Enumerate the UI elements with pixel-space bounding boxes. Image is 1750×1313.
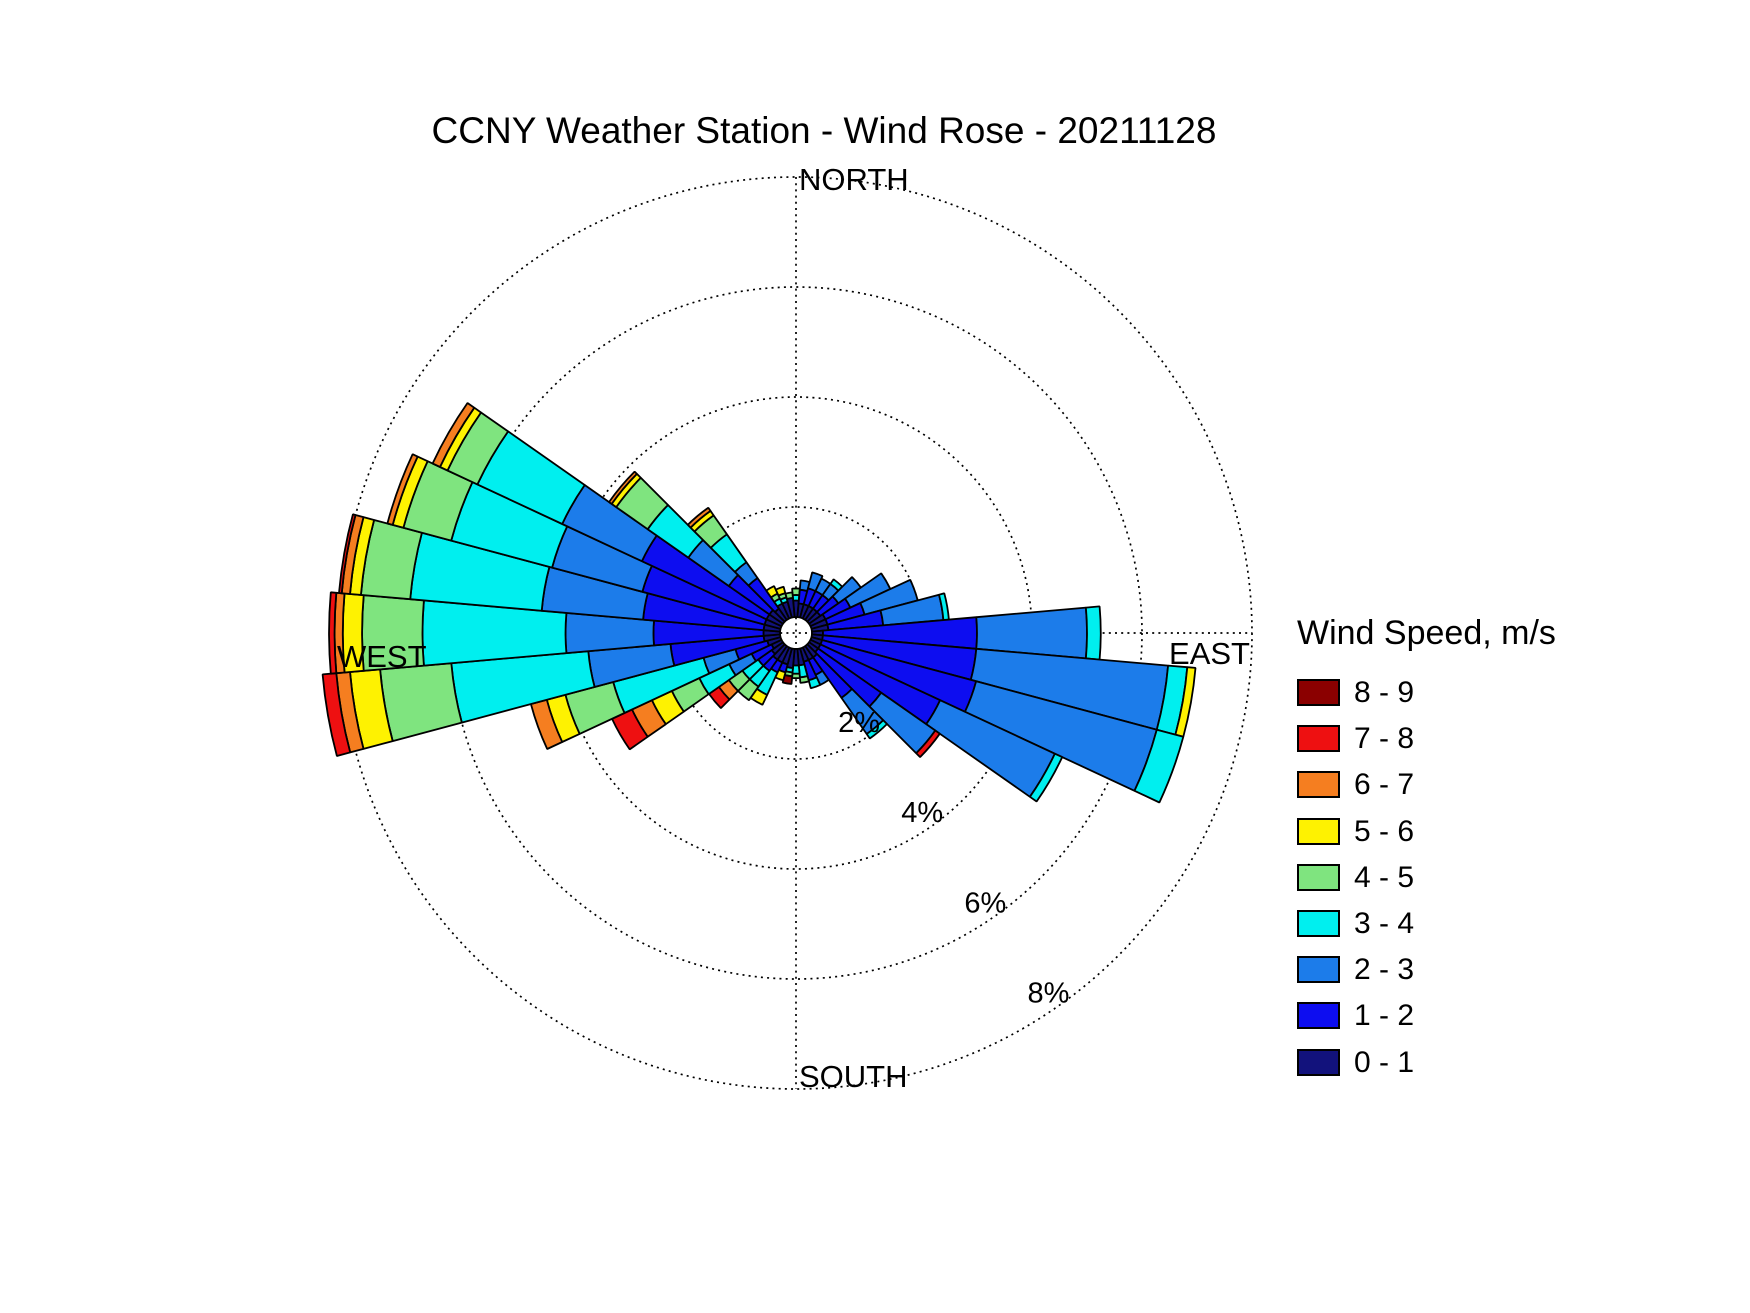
- rose-sector-180-4-5: [791, 672, 801, 680]
- legend-label-0-1: 0 - 1: [1354, 1045, 1415, 1079]
- legend-swatch-7-8: [1297, 725, 1340, 753]
- rose-sector-280-7-8: [338, 513, 357, 595]
- legend-item-3-4: 3 - 4: [1297, 906, 1556, 956]
- ring-label-4: 4%: [901, 797, 943, 829]
- legend-item-5-6: 5 - 6: [1297, 814, 1556, 864]
- legend-item-4-5: 4 - 5: [1297, 860, 1556, 910]
- axis-label-north: NORTH: [799, 162, 909, 197]
- legend-swatch-0-1: [1297, 1048, 1340, 1076]
- rose-sector-120-3-4: [1029, 752, 1064, 803]
- rose-sector-140-3-4: [865, 719, 888, 740]
- legend-label-8-9: 8 - 9: [1354, 676, 1415, 709]
- legend-label-2-3: 2 - 3: [1354, 953, 1415, 987]
- rose-sector-110-3-4: [1133, 728, 1185, 804]
- rose-petals: [321, 402, 1197, 804]
- axis-labels: NORTH EAST SOUTH WEST: [337, 162, 1250, 1094]
- ring-label-8: 8%: [1027, 977, 1069, 1009]
- legend-swatch-8-9: [1297, 679, 1340, 706]
- axis-label-east: EAST: [1169, 636, 1250, 671]
- legend-rows: 8 - 9 7 - 8 6 - 7 5 - 6 4 - 5 3 - 4 2 - 3 1 - 2…: [1297, 676, 1556, 1095]
- legend-item-8-9: 8 - 9: [1297, 676, 1556, 725]
- legend-swatch-3-4: [1297, 909, 1340, 937]
- ring-labels: 2% 4% 6% 8%: [838, 707, 1069, 1009]
- ring-label-2: 2%: [838, 707, 880, 739]
- legend-item-0-1: 0 - 1: [1297, 1045, 1556, 1095]
- legend-swatch-4-5: [1297, 863, 1340, 891]
- legend-label-6-7: 6 - 7: [1354, 768, 1415, 802]
- legend-swatch-5-6: [1297, 817, 1340, 845]
- rose-sector-170-4-5: [799, 675, 810, 684]
- legend-swatch-1-2: [1297, 1002, 1340, 1030]
- legend-item-2-3: 2 - 3: [1297, 953, 1556, 1002]
- legend-label-4-5: 4 - 5: [1354, 860, 1415, 894]
- rose-sector-130-7-8: [915, 729, 941, 758]
- legend-label-1-2: 1 - 2: [1354, 999, 1415, 1033]
- rose-sector-300-6-7: [431, 402, 476, 468]
- legend-title: Wind Speed, m/s: [1297, 614, 1556, 652]
- rose-sector-310-6-7: [608, 470, 638, 505]
- rose-sector-290-6-7: [386, 453, 419, 526]
- axis-label-south: SOUTH: [799, 1059, 908, 1094]
- ring-label-6: 6%: [964, 887, 1006, 919]
- legend: Wind Speed, m/s 8 - 9 7 - 8 6 - 7 5 - 6 4 - …: [1297, 614, 1556, 1095]
- rose-sector-90-3-4: [1085, 605, 1102, 661]
- legend-item-6-7: 6 - 7: [1297, 768, 1556, 817]
- legend-item-1-2: 1 - 2: [1297, 999, 1556, 1048]
- rose-sector-320-6-7: [687, 506, 712, 529]
- rose-sector-270-7-8: [328, 591, 338, 675]
- chart-title: CCNY Weather Station - Wind Rose - 20211…: [431, 110, 1217, 151]
- legend-item-7-8: 7 - 8: [1297, 722, 1556, 771]
- rose-sector-350-4-5: [784, 591, 794, 600]
- legend-swatch-6-7: [1297, 771, 1340, 799]
- legend-swatch-2-3: [1297, 956, 1340, 984]
- legend-label-3-4: 3 - 4: [1354, 906, 1415, 940]
- rose-sector-340-5-6: [774, 585, 787, 597]
- legend-label-5-6: 5 - 6: [1354, 814, 1415, 848]
- legend-label-7-8: 7 - 8: [1354, 722, 1415, 756]
- axis-label-west: WEST: [337, 639, 427, 674]
- rose-sector-260-4-5: [379, 662, 463, 742]
